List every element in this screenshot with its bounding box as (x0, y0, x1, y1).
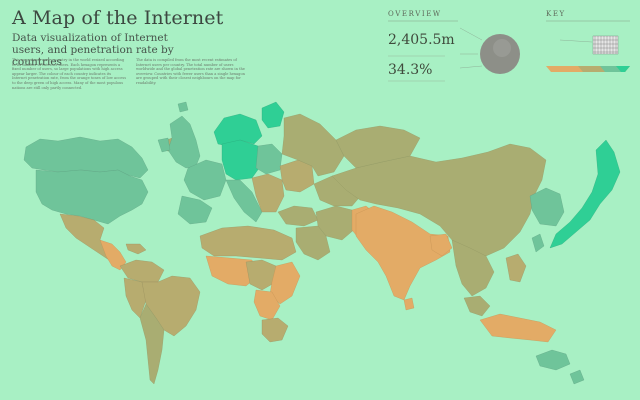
country-japan (549, 139, 621, 249)
country-mongolia-north (335, 125, 421, 169)
country-philippines (505, 253, 527, 283)
country-russia (281, 113, 345, 177)
country-north-africa (199, 225, 297, 261)
country-australia (535, 349, 571, 371)
intro-text-column-1: This map shows every country in the worl… (12, 58, 127, 90)
country-saudi-arabia-gulf (295, 225, 331, 261)
bubble-leader-line-3 (459, 65, 483, 69)
bubble-leader-line (459, 27, 483, 41)
penetration-value: 34.3% (388, 62, 433, 78)
country-canada (23, 136, 149, 179)
key-heading: KEY (546, 10, 566, 18)
country-spain-portugal (177, 195, 213, 225)
country-argentina-chile (139, 303, 165, 385)
country-balkans (251, 173, 285, 213)
country-taiwan (531, 233, 545, 253)
country-sri-lanka (403, 297, 415, 311)
page-subtitle: Data visualization of Internet users, an… (12, 32, 174, 68)
country-india (355, 205, 451, 301)
country-south-korea (529, 187, 565, 227)
country-caribbean (125, 243, 147, 255)
total-users-value: 2,405.5m (388, 32, 455, 48)
penetration-scale-teal (616, 66, 630, 72)
country-poland-baltics (255, 143, 283, 175)
country-ireland (157, 137, 171, 153)
country-germany-benelux (221, 139, 263, 181)
key-leader-line (559, 39, 593, 43)
intro-text-column-2: The data is compiled from the most recen… (136, 58, 245, 85)
country-colombia-venezuela (119, 259, 165, 283)
country-turkey (277, 205, 319, 227)
country-new-zealand (569, 369, 585, 385)
country-malaysia (463, 295, 491, 317)
country-finland (261, 101, 285, 129)
country-united-kingdom (167, 115, 201, 169)
page-title: A Map of the Internet (12, 7, 224, 29)
country-southeast-asia-mainland (451, 239, 495, 297)
bubble-highlight (493, 39, 511, 57)
hexagon-key-sample (592, 35, 619, 55)
country-china (331, 143, 547, 257)
country-italy (225, 179, 263, 223)
country-iceland (177, 101, 189, 113)
country-bangladesh (429, 233, 453, 257)
country-south-africa (261, 317, 289, 343)
country-united-states (35, 169, 149, 225)
country-france (183, 159, 227, 201)
country-indonesia (479, 313, 557, 343)
overview-heading: OVERVIEW (388, 10, 442, 18)
country-east-africa (269, 261, 301, 305)
